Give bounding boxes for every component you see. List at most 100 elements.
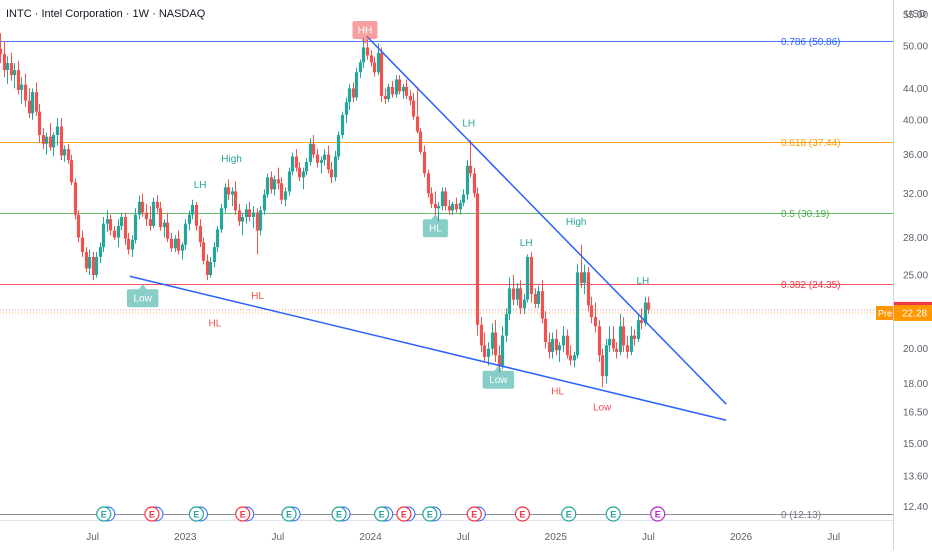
candle-body — [311, 143, 316, 155]
candle-body — [23, 84, 28, 101]
candle-body — [315, 154, 320, 163]
candle-body — [607, 338, 612, 346]
candle-body — [404, 86, 409, 96]
earnings-marker-circle — [331, 506, 347, 522]
earnings-marker: E — [374, 506, 394, 522]
annotation-label: Low — [593, 403, 612, 414]
candle-body — [215, 229, 220, 248]
candle-body — [140, 201, 145, 213]
candle-body — [116, 225, 121, 238]
y-tick-label: 50.00 — [903, 42, 928, 53]
annotation-box: Low — [126, 284, 159, 308]
earnings-marker: E — [331, 506, 351, 522]
earnings-marker: E — [561, 506, 577, 522]
annotation-label: HH — [358, 26, 372, 37]
candle-body — [379, 52, 384, 96]
annotation-box: HH — [352, 21, 378, 45]
earnings-marker-circle — [561, 506, 577, 522]
candle-body — [533, 293, 538, 304]
candle-body — [76, 214, 81, 238]
annotation-label: HL — [209, 319, 222, 330]
candle-body — [44, 136, 49, 144]
candle-body — [543, 318, 548, 343]
candle-body — [557, 345, 562, 351]
candle-body — [454, 203, 459, 210]
candle-body — [123, 216, 128, 239]
candle-layer — [0, 33, 651, 388]
earnings-marker-circle — [96, 506, 112, 522]
candle-body — [169, 238, 174, 249]
candle-body — [133, 214, 138, 240]
currency-label: USD — [905, 9, 927, 20]
y-tick-label: 13.60 — [903, 471, 928, 482]
earnings-marker-circle — [281, 506, 297, 522]
candle-body — [12, 70, 17, 76]
candle-body — [51, 134, 56, 148]
candle-body — [258, 210, 263, 231]
candle-body — [386, 86, 391, 100]
candle-body — [91, 256, 96, 275]
candle-body — [187, 214, 192, 224]
x-tick-label: 2024 — [359, 532, 382, 543]
annotation-label: LH — [194, 180, 207, 191]
candle-body — [621, 326, 626, 346]
pre-price-tag: Pre 22.28 — [876, 304, 932, 321]
candle-body — [429, 193, 434, 204]
x-tick-label: Jul — [827, 532, 840, 543]
candle-body — [48, 136, 53, 148]
earnings-marker: E — [144, 506, 164, 522]
candle-body — [354, 72, 359, 98]
candle-body — [223, 187, 228, 209]
annotation-box: HL — [422, 214, 448, 238]
earnings-marker-circle — [188, 506, 204, 522]
candle-body — [529, 256, 534, 294]
earnings-marker-circle — [144, 506, 160, 522]
candle-body — [511, 288, 516, 300]
candle-body — [479, 324, 484, 346]
chart-title: INTC · Intel Corporation · 1W · NASDAQ — [6, 8, 206, 20]
candle-body — [230, 191, 235, 195]
trendline — [129, 275, 727, 421]
candle-body — [190, 205, 195, 215]
candle-body — [390, 86, 395, 95]
candle-body — [597, 326, 602, 356]
candle-body — [73, 182, 78, 215]
y-tick-label: 25.00 — [903, 270, 928, 281]
candle-body — [440, 191, 445, 207]
y-tick-label: 28.00 — [903, 233, 928, 244]
candle-body — [536, 291, 541, 304]
earnings-marker-label: E — [471, 510, 477, 520]
candle-body — [522, 299, 527, 309]
earnings-marker-label: E — [101, 510, 107, 520]
x-tick-label: Jul — [86, 532, 99, 543]
candle-body — [493, 332, 498, 356]
earnings-marker-circle — [235, 506, 251, 522]
candle-body — [180, 244, 185, 251]
earnings-marker: E — [514, 506, 531, 522]
y-tick-label: 55.00 — [903, 10, 928, 21]
candle-body — [55, 126, 60, 135]
earnings-marker-label: E — [427, 510, 433, 520]
candle-body — [618, 326, 623, 352]
annotation-label: HL — [429, 224, 442, 235]
candle-body — [41, 134, 46, 144]
candle-body — [436, 206, 441, 209]
y-tick-label: 32.00 — [903, 189, 928, 200]
annotation-box-bg — [352, 21, 378, 40]
candle-body — [283, 191, 288, 200]
candle-body — [465, 165, 470, 195]
earnings-marker: E — [188, 506, 208, 522]
candle-body — [394, 79, 399, 95]
trendline — [366, 35, 727, 405]
candle-body — [589, 305, 594, 318]
candle-body — [290, 156, 295, 172]
candle-body — [255, 212, 260, 231]
candle-body — [319, 160, 324, 163]
candle-body — [629, 335, 634, 352]
candle-body — [336, 134, 341, 157]
annotation-box-bg — [422, 219, 448, 238]
annotation-label: HL — [251, 291, 264, 302]
candle-body — [272, 179, 277, 190]
